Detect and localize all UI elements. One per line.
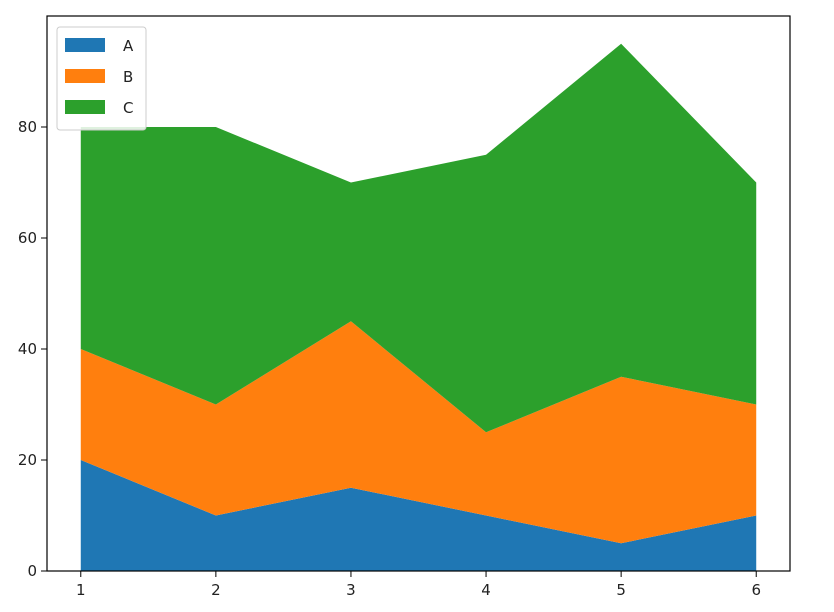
x-tick-label: 3 [346, 581, 356, 599]
y-tick-label: 60 [18, 229, 37, 247]
y-tick-label: 80 [18, 118, 37, 136]
area-series-c [80, 43, 757, 433]
plot-frame [46, 15, 791, 572]
y-tick-label: 0 [27, 562, 37, 580]
x-tick-label: 1 [76, 581, 86, 599]
x-tick-label: 4 [481, 581, 491, 599]
legend-swatch-b [65, 69, 105, 83]
legend-label-b: B [123, 68, 133, 86]
area-series-a [80, 460, 757, 571]
y-tick-label: 20 [18, 451, 37, 469]
x-tick-label: 6 [751, 581, 761, 599]
legend: ABC [56, 26, 147, 131]
legend-label-a: A [123, 37, 134, 55]
legend-swatch-c [65, 100, 105, 114]
area-series-b [80, 321, 757, 544]
areas-layer [80, 43, 757, 571]
legend-label-c: C [123, 99, 133, 117]
x-tick-label: 5 [616, 581, 626, 599]
legend-swatch-a [65, 38, 105, 52]
y-tick-label: 40 [18, 340, 37, 358]
x-tick-label: 2 [211, 581, 221, 599]
